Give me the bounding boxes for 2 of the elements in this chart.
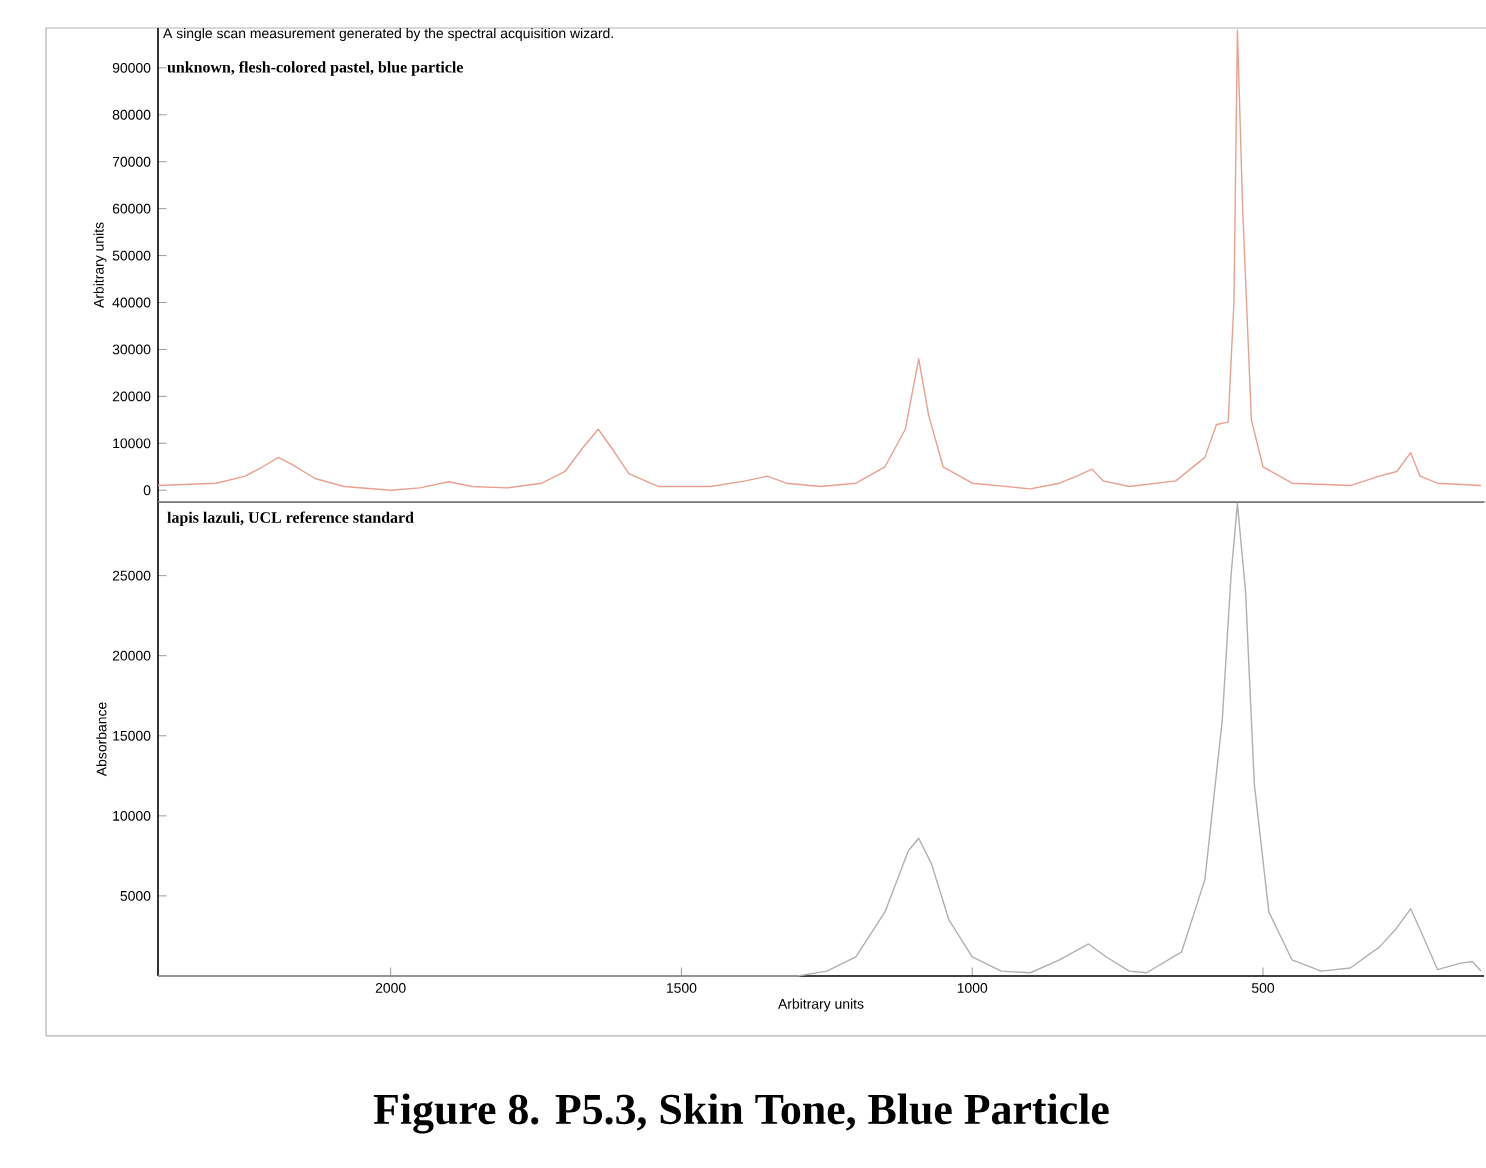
caption: Figure 8. P5.3, Skin Tone, Blue Particle: [373, 1093, 1109, 1134]
line-series: [157, 29, 1482, 491]
